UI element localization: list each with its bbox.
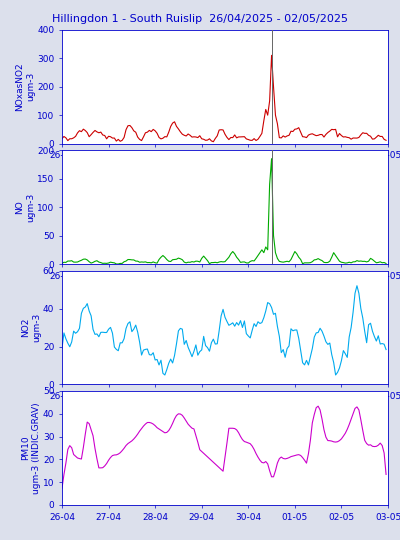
Y-axis label: NOxasNO2
ugm-3: NOxasNO2 ugm-3 bbox=[16, 62, 36, 111]
Text: Hillingdon 1 - South Ruislip  26/04/2025 - 02/05/2025: Hillingdon 1 - South Ruislip 26/04/2025 … bbox=[52, 14, 348, 24]
Y-axis label: PM10
ugm-3 (INDIC.GRAV): PM10 ugm-3 (INDIC.GRAV) bbox=[21, 402, 42, 494]
Y-axis label: NO2
ugm-3: NO2 ugm-3 bbox=[21, 313, 42, 342]
Y-axis label: NO
ugm-3: NO ugm-3 bbox=[16, 192, 36, 222]
